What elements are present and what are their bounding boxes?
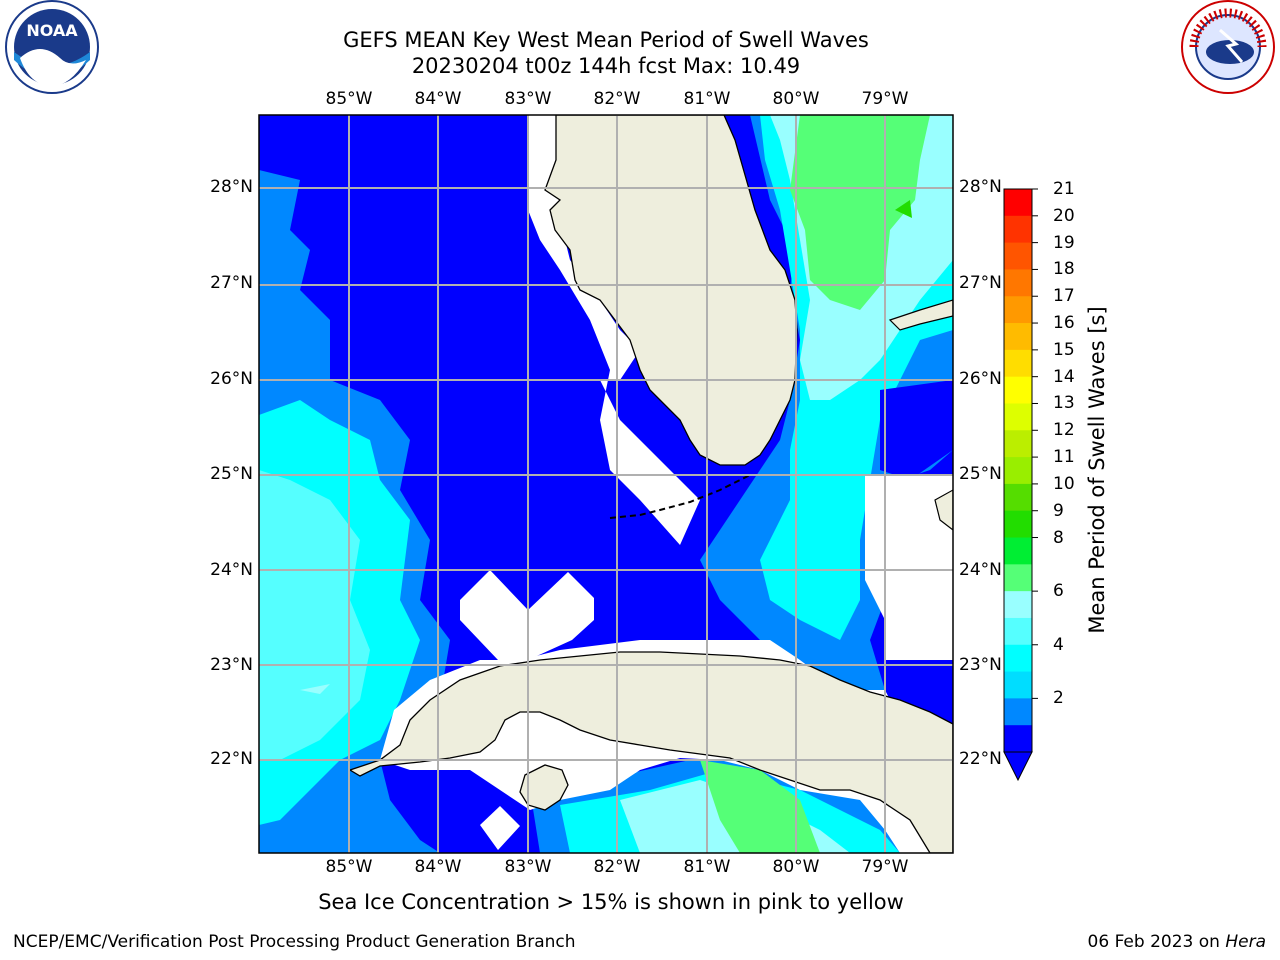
footer-host: Hera xyxy=(1225,932,1266,952)
colorbar-swatch xyxy=(1004,725,1032,753)
lat-label-left: 22°N xyxy=(210,749,253,769)
lon-label-bottom: 84°W xyxy=(414,857,462,877)
colorbar-tick-label: 13 xyxy=(1053,393,1075,414)
lon-label-bottom: 83°W xyxy=(504,857,552,877)
colorbar-swatch xyxy=(1004,483,1032,512)
colorbar-tick-label: 4 xyxy=(1053,634,1064,655)
footer-date-text: 06 Feb 2023 on xyxy=(1087,932,1226,952)
colorbar-frame xyxy=(1003,188,1033,753)
noaa-logo: NOAA xyxy=(5,0,99,94)
lat-label-right: 24°N xyxy=(959,560,1002,580)
lon-label-bottom: 81°W xyxy=(683,857,731,877)
lon-label-bottom: 79°W xyxy=(861,857,909,877)
lat-label-right: 22°N xyxy=(959,749,1002,769)
colorbar-swatch xyxy=(1004,215,1032,244)
lat-label-right: 25°N xyxy=(959,464,1002,484)
lon-label-bottom: 80°W xyxy=(772,857,820,877)
colorbar-tick-label: 8 xyxy=(1053,527,1064,548)
colorbar-swatch xyxy=(1004,323,1032,351)
colorbar-swatch xyxy=(1004,591,1032,619)
colorbar-swatch xyxy=(1004,403,1032,431)
colorbar-swatch xyxy=(1004,510,1032,539)
map-frame xyxy=(258,114,954,854)
lon-label-top: 80°W xyxy=(772,89,820,109)
lat-label-right: 28°N xyxy=(959,177,1002,197)
lat-label-left: 23°N xyxy=(210,655,253,675)
lat-label-right: 27°N xyxy=(959,273,1002,293)
footer-date: 06 Feb 2023 on Hera xyxy=(1088,932,1266,952)
colorbar-tick-label: 18 xyxy=(1053,259,1075,280)
colorbar-swatch xyxy=(1004,564,1032,592)
colorbar-swatch xyxy=(1004,269,1032,297)
colorbar-tick-label: 9 xyxy=(1053,500,1064,521)
colorbar-swatch xyxy=(1004,457,1032,485)
chart-title: GEFS MEAN Key West Mean Period of Swell … xyxy=(343,28,869,52)
colorbar-swatch xyxy=(1004,671,1032,699)
colorbar-tick-label: 6 xyxy=(1053,581,1064,602)
lon-label-top: 79°W xyxy=(861,89,909,109)
colorbar-tick-label: 17 xyxy=(1053,286,1075,307)
noaa-logo-text: NOAA xyxy=(26,21,78,40)
lon-label-top: 81°W xyxy=(683,89,731,109)
lat-label-left: 27°N xyxy=(210,273,253,293)
colorbar-swatch xyxy=(1004,537,1032,565)
colorbar-tick-label: 15 xyxy=(1053,339,1075,360)
map-gridlines xyxy=(259,115,953,853)
lat-label-right: 26°N xyxy=(959,369,1002,389)
colorbar-swatch xyxy=(1004,617,1032,646)
colorbar-tick-label: 11 xyxy=(1053,447,1075,468)
chart-subtitle: 20230204 t00z 144h fcst Max: 10.49 xyxy=(411,54,801,78)
nws-logo xyxy=(1181,0,1275,94)
colorbar-swatch xyxy=(1004,296,1032,324)
colorbar-swatch xyxy=(1004,644,1032,673)
colorbar-label: Mean Period of Swell Waves [s] xyxy=(1085,306,1109,634)
colorbar-tick-label: 14 xyxy=(1053,366,1075,387)
lat-label-left: 28°N xyxy=(210,177,253,197)
colorbar-swatch xyxy=(1004,430,1032,458)
lon-label-bottom: 85°W xyxy=(325,857,373,877)
colorbar-tick-label: 2 xyxy=(1053,688,1064,709)
colorbar-swatch xyxy=(1004,349,1032,378)
colorbar-tick-label: 16 xyxy=(1053,313,1075,334)
colorbar-tick-label: 21 xyxy=(1053,179,1075,199)
colorbar-tick-label: 20 xyxy=(1053,205,1075,226)
lat-label-right: 23°N xyxy=(959,655,1002,675)
colorbar-tick-label: 19 xyxy=(1053,232,1075,253)
sea-ice-note: Sea Ice Concentration > 15% is shown in … xyxy=(318,890,904,914)
lat-label-left: 26°N xyxy=(210,369,253,389)
colorbar-swatch xyxy=(1004,189,1032,217)
colorbar-swatch xyxy=(1004,242,1032,270)
colorbar-extend-arrow xyxy=(1003,751,1033,782)
lon-label-bottom: 82°W xyxy=(593,857,641,877)
lon-label-top: 83°W xyxy=(504,89,552,109)
colorbar-swatch xyxy=(1004,698,1032,726)
map-area xyxy=(258,114,954,854)
colorbar-swatch xyxy=(1004,376,1032,404)
colorbar-tick-label: 10 xyxy=(1053,473,1075,494)
colorbar xyxy=(1003,188,1038,782)
lat-label-left: 25°N xyxy=(210,464,253,484)
lon-label-top: 82°W xyxy=(593,89,641,109)
lon-label-top: 85°W xyxy=(325,89,373,109)
lat-label-left: 24°N xyxy=(210,560,253,580)
lon-label-top: 84°W xyxy=(414,89,462,109)
footer-credit: NCEP/EMC/Verification Post Processing Pr… xyxy=(13,932,576,952)
colorbar-tick-label: 12 xyxy=(1053,420,1075,441)
